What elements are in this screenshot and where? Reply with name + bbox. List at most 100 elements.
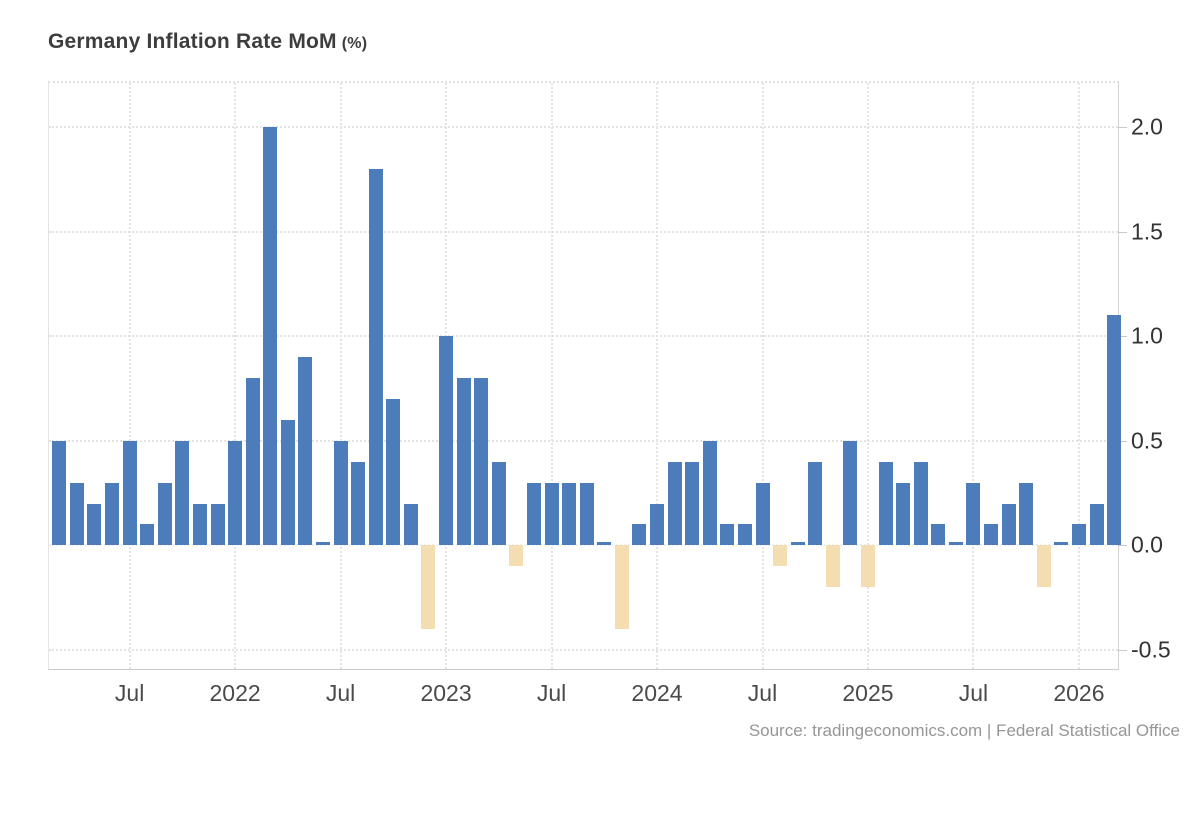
bar[interactable] [1071,524,1086,546]
bar[interactable] [333,440,348,546]
y-tick-label: 1.0 [1131,322,1163,349]
y-tick-mark [1118,440,1127,442]
bar[interactable] [228,440,243,546]
y-tick-label: 0.0 [1131,531,1163,558]
gridline-v [866,83,869,669]
bar[interactable] [1107,315,1122,546]
chart-title-unit: (%) [341,35,368,52]
bar[interactable] [105,482,120,546]
bar[interactable] [1019,482,1034,546]
gridline-h [49,230,1118,233]
bar[interactable] [1054,542,1069,546]
bar[interactable] [650,503,665,546]
y-tick-mark [1118,650,1127,652]
bar[interactable] [702,440,717,546]
y-tick-mark [1118,231,1127,233]
bar[interactable] [351,461,366,546]
bar[interactable] [544,482,559,546]
gridline-h [49,335,1118,338]
bar[interactable] [755,482,770,546]
bar[interactable] [790,542,805,546]
bar[interactable] [896,482,911,546]
bar[interactable] [614,545,629,630]
bar[interactable] [1001,503,1016,546]
bar[interactable] [720,524,735,546]
bar[interactable] [421,545,436,630]
bar[interactable] [69,482,84,546]
bar[interactable] [878,461,893,546]
y-tick-mark [1118,336,1127,338]
x-tick-label: 2023 [420,680,472,706]
bar[interactable] [192,503,207,546]
bar[interactable] [773,545,788,567]
bar[interactable] [579,482,594,546]
x-tick-label: Jul [958,680,989,706]
bar[interactable] [140,524,155,546]
y-tick-label: 0.5 [1131,427,1163,454]
bar[interactable] [948,542,963,546]
bar[interactable] [210,503,225,546]
bar[interactable] [298,357,313,546]
bar[interactable] [984,524,999,546]
bar[interactable] [931,524,946,546]
y-tick-label: 2.0 [1131,113,1163,140]
bar[interactable] [52,440,67,546]
chart-title-text: Germany Inflation Rate MoM [48,30,337,53]
bar[interactable] [386,398,401,546]
bar[interactable] [526,482,541,546]
bar[interactable] [632,524,647,546]
bar[interactable] [966,482,981,546]
bar[interactable] [491,461,506,546]
y-tick-mark [1118,545,1127,547]
gridline-h [49,649,1118,652]
bar[interactable] [368,168,383,546]
bar[interactable] [509,545,524,567]
bar[interactable] [1089,503,1104,546]
plot-area: 2.0 1.5 1.0 0.5 0.0 -0.5 Jul 2022 Jul 2023 Jul 2024… [48,81,1171,706]
bar[interactable] [685,461,700,546]
y-tick-label: -0.5 [1131,636,1171,663]
x-tick-label: Jul [325,680,356,706]
bar[interactable] [456,378,471,546]
bar[interactable] [245,378,260,546]
bar[interactable] [316,542,330,546]
bar[interactable] [1036,545,1051,588]
gridline-h [49,439,1118,442]
bar[interactable] [843,440,858,546]
y-tick-label: 1.5 [1131,218,1163,245]
bar[interactable] [87,503,102,546]
bar[interactable] [263,126,278,546]
bar[interactable] [280,419,295,546]
bar[interactable] [403,503,418,546]
x-tick-label: Jul [114,680,145,706]
bar[interactable] [597,542,612,546]
gridline-v [339,83,342,669]
bar[interactable] [562,482,577,546]
gridline-v [1077,83,1080,669]
chart-title: Germany Inflation Rate MoM (%) [48,30,367,54]
source-attribution: Source: tradingeconomics.com | Federal S… [748,721,1180,740]
bar[interactable] [439,336,454,546]
x-tick-label: 2022 [209,680,261,706]
gridline-v [761,83,764,669]
bar[interactable] [474,378,489,546]
bar[interactable] [175,440,190,546]
bar[interactable] [825,545,840,588]
x-tick-label: 2024 [631,680,683,706]
x-tick-label: Jul [536,680,567,706]
bar[interactable] [808,461,823,546]
x-tick-label: 2025 [842,680,894,706]
gridline-v [128,83,131,669]
gridline-h [49,544,1118,547]
bar[interactable] [737,524,752,546]
gridline-v [234,83,237,669]
bar[interactable] [913,461,928,546]
x-tick-label: 2026 [1053,680,1105,706]
bar[interactable] [157,482,172,546]
bar[interactable] [667,461,682,546]
bar[interactable] [860,545,875,588]
bar[interactable] [122,440,137,546]
gridline-h [49,125,1118,128]
gridline-v [550,83,553,669]
